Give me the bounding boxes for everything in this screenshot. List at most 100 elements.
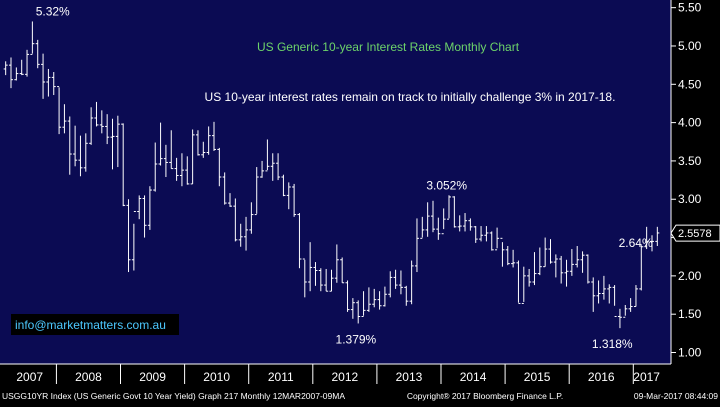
ohlc-bar [297, 213, 302, 269]
ohlc-bar [308, 242, 313, 292]
ohlc-bar [190, 129, 195, 185]
ohlc-bar [436, 217, 441, 240]
ohlc-bar [163, 144, 168, 178]
ohlc-bar [398, 270, 403, 295]
ohlc-bar [233, 198, 238, 242]
ohlc-bar [644, 226, 649, 250]
ohlc-bar [340, 257, 345, 284]
ohlc-bar [543, 237, 548, 268]
ohlc-bar [468, 218, 473, 231]
ohlc-bar [137, 195, 142, 220]
ohlc-bar [537, 247, 542, 276]
ohlc-bar [238, 223, 243, 247]
ohlc-bar [505, 245, 510, 266]
ohlc-bar [500, 237, 505, 267]
ohlc-bar [3, 61, 8, 76]
ohlc-bar [612, 285, 617, 317]
annotation-label: 1.318% [592, 337, 633, 351]
ohlc-bar [14, 67, 19, 81]
ohlc-bar [532, 252, 537, 286]
ohlc-bar [78, 135, 83, 177]
ohlc-bar [516, 260, 521, 304]
x-tick-label: 2009 [139, 370, 166, 384]
ohlc-bar [324, 268, 329, 292]
ohlc-bar [628, 298, 633, 312]
ohlc-bar [185, 156, 190, 185]
ohlc-bar [425, 202, 430, 237]
ohlc-bar [430, 200, 435, 233]
ohlc-series [3, 21, 660, 329]
y-tick-label: 1.50 [678, 307, 702, 321]
ohlc-bar [46, 68, 51, 97]
ohlc-bar [393, 269, 398, 289]
ohlc-bar [484, 226, 489, 242]
ohlc-bar [548, 239, 553, 264]
ohlc-bar [329, 269, 334, 292]
ohlc-bar [201, 141, 206, 158]
ohlc-bar [57, 86, 62, 135]
ohlc-bar [601, 275, 606, 300]
x-tick-label: 2010 [203, 370, 230, 384]
ohlc-bar [479, 226, 484, 242]
x-tick-label: 2012 [332, 370, 359, 384]
ohlc-bar [142, 195, 147, 238]
ohlc-bar [521, 266, 526, 304]
ohlc-bar [206, 126, 211, 155]
x-axis-ticks: 2007 2008 2009 2010 2011 2012 2013 2014 2015 2016… [16, 364, 660, 384]
ohlc-bar [9, 57, 14, 89]
ohlc-bar [217, 147, 222, 187]
footer-left: USGG10YR Index (US Generic Govt 10 Year … [2, 391, 345, 401]
ohlc-bar [553, 254, 558, 278]
ohlc-bar [62, 104, 67, 134]
ohlc-bar [265, 139, 270, 172]
ohlc-bar [649, 235, 654, 252]
ohlc-bar [195, 130, 200, 156]
ohlc-bar [569, 249, 574, 276]
ohlc-bar [639, 245, 644, 291]
ohlc-bar [169, 130, 174, 170]
ohlc-bar [441, 208, 446, 235]
x-axis-panel [0, 364, 720, 402]
ohlc-bar [99, 110, 104, 134]
annotation-label: 1.379% [336, 332, 377, 346]
y-tick-label: 3.00 [678, 192, 702, 206]
ohlc-bar [420, 216, 425, 239]
ohlc-bar [19, 59, 24, 76]
ohlc-bar [404, 285, 409, 306]
ohlc-bar [473, 226, 478, 243]
ohlc-bar [580, 251, 585, 273]
footer-center: Copyright® 2017 Bloomberg Finance L.P. [407, 391, 563, 401]
ohlc-bar [51, 72, 56, 96]
y-tick-label: 3.50 [678, 154, 702, 168]
ohlc-bar [276, 153, 281, 181]
ohlc-bar [511, 249, 516, 268]
ohlc-bar [260, 160, 265, 178]
ohlc-bar [409, 260, 414, 305]
y-tick-label: 2.00 [678, 269, 702, 283]
ohlc-bar [585, 254, 590, 284]
ohlc-bar [94, 101, 99, 127]
ohlc-bar [286, 182, 291, 210]
x-tick-label: 2007 [16, 370, 43, 384]
ohlc-bar [35, 39, 40, 69]
ohlc-bar [318, 268, 323, 292]
ohlc-bar [334, 244, 339, 283]
y-tick-label: 5.50 [678, 1, 702, 15]
ohlc-bar [281, 174, 286, 197]
footer-right: 09-Mar-2017 08:44:09 [634, 391, 718, 401]
x-tick-label: 2017 [633, 370, 660, 384]
ohlc-bar [452, 196, 457, 228]
ohlc-bar [244, 216, 249, 251]
chart-title: US Generic 10-year Interest Rates Monthl… [257, 40, 520, 54]
ohlc-bar [495, 227, 500, 251]
ohlc-bar [254, 167, 259, 216]
ohlc-bar [179, 153, 184, 187]
y-tick-label: 4.00 [678, 116, 702, 130]
x-tick-label: 2014 [460, 370, 487, 384]
last-value-label: 2.5578 [678, 228, 712, 240]
x-tick-label: 2015 [524, 370, 551, 384]
ohlc-bar [41, 53, 46, 99]
y-tick-label: 1.00 [678, 346, 702, 360]
x-tick-label: 2013 [396, 370, 423, 384]
